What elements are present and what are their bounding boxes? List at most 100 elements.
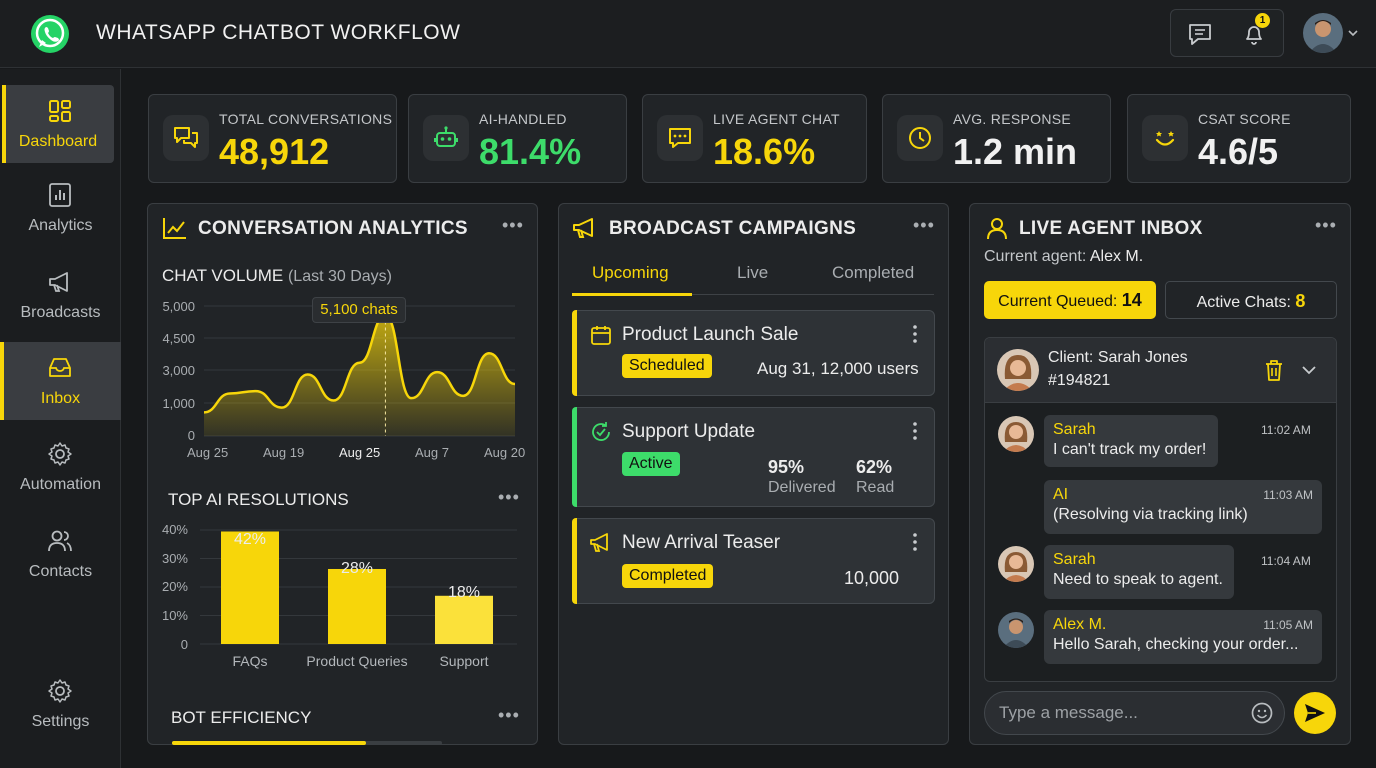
conversation-analytics-panel xyxy=(147,203,538,745)
y-tick: 4,500 xyxy=(162,331,195,346)
user-icon xyxy=(987,218,1007,240)
chat-header: Client: Sarah Jones #194821 xyxy=(985,338,1336,403)
stat-icon-wrap xyxy=(657,115,703,161)
chat-bubbles-icon xyxy=(174,127,198,148)
megaphone-icon xyxy=(49,272,68,292)
sidebar-item-label: Inbox xyxy=(40,390,81,407)
sidebar-item-settings[interactable]: Settings xyxy=(0,665,121,743)
user-avatar[interactable] xyxy=(1303,13,1343,53)
x-tick: Aug 7 xyxy=(415,445,449,460)
more-vertical-icon[interactable] xyxy=(912,420,918,442)
sidebar-item-label: Automation xyxy=(20,476,101,493)
line-chart-icon xyxy=(163,218,186,239)
stat-value: 81.4% xyxy=(479,131,582,172)
inbox-more-icon[interactable]: ••• xyxy=(1315,215,1337,235)
chevron-down-icon[interactable] xyxy=(1347,28,1359,38)
app-title: WHATSAPP CHATBOT WORKFLOW xyxy=(96,21,461,44)
sidebar: Dashboard Analytics Broadcasts Inbox Aut… xyxy=(0,69,121,768)
stat-csat-score: CSAT SCORE 4.6/5 xyxy=(1127,94,1351,183)
current-agent-prefix: Current agent: xyxy=(984,248,1087,265)
current-queued-button[interactable]: Current Queued: 14 xyxy=(984,281,1156,319)
active-label: Active Chats: xyxy=(1196,294,1291,311)
inbox-title: LIVE AGENT INBOX xyxy=(1019,218,1203,239)
message-bubble: Alex M. Hello Sarah, checking your order… xyxy=(1044,610,1322,664)
tab-upcoming[interactable]: Upcoming xyxy=(592,263,669,282)
gear-icon xyxy=(48,442,72,466)
status-badge: Completed xyxy=(622,564,714,588)
chat-volume-line xyxy=(203,314,516,414)
sidebar-item-label: Broadcasts xyxy=(20,304,101,321)
top-ai-resolutions-chart xyxy=(200,529,517,645)
campaign-title: New Arrival Teaser xyxy=(622,532,781,553)
chat-volume-label: CHAT VOLUME xyxy=(162,266,284,285)
status-badge: Active xyxy=(622,452,680,476)
message-bubble: Sarah I can't track my order! xyxy=(1044,415,1218,467)
y-tick: 10% xyxy=(161,608,188,623)
bot-efficiency-title: BOT EFFICIENCY xyxy=(171,708,312,727)
chat-volume-chart xyxy=(203,305,516,437)
stat-value: 4.6/5 xyxy=(1198,131,1279,172)
calendar-icon xyxy=(591,326,611,345)
client-avatar xyxy=(997,349,1039,391)
stat-avg-response: AVG. RESPONSE 1.2 min xyxy=(882,94,1111,183)
y-tick: 0 xyxy=(187,428,195,443)
campaign-card[interactable]: Support Update Active 95% Delivered 62% … xyxy=(572,407,935,507)
stat-icon-wrap xyxy=(897,115,943,161)
active-count: 8 xyxy=(1295,291,1306,311)
sidebar-item-contacts[interactable]: Contacts xyxy=(0,515,121,593)
stat-icon-wrap xyxy=(163,115,209,161)
active-chats-button[interactable]: Active Chats: 8 xyxy=(1165,281,1337,319)
top-ai-resolutions-title: TOP AI RESOLUTIONS xyxy=(168,490,349,509)
megaphone-icon xyxy=(573,218,593,238)
chart-tooltip: 5,100 chats xyxy=(312,297,406,323)
trash-icon[interactable] xyxy=(1263,358,1285,382)
message-text: Need to speak to agent. xyxy=(1053,571,1223,588)
stat-live-agent-chat: LIVE AGENT CHAT 18.6% xyxy=(642,94,867,183)
analytics-title: CONVERSATION ANALYTICS xyxy=(198,218,468,239)
sidebar-item-automation[interactable]: Automation xyxy=(0,428,121,506)
more-vertical-icon[interactable] xyxy=(912,531,918,553)
sarah-avatar xyxy=(998,546,1034,582)
stat-label: CSAT SCORE xyxy=(1198,111,1291,127)
bar-value-label: 28% xyxy=(340,560,374,577)
bot-efficiency-track xyxy=(172,741,442,745)
emoji-icon[interactable] xyxy=(1250,701,1274,725)
bar-support xyxy=(435,595,493,644)
tab-completed[interactable]: Completed xyxy=(832,263,915,282)
resolutions-more-icon[interactable]: ••• xyxy=(498,487,520,507)
broadcasts-more-icon[interactable]: ••• xyxy=(913,215,935,235)
campaign-card[interactable]: Product Launch Sale Scheduled Aug 31, 12… xyxy=(572,310,935,396)
more-vertical-icon[interactable] xyxy=(912,323,918,345)
message-icon xyxy=(669,128,691,148)
send-button[interactable] xyxy=(1294,692,1336,734)
user-avatar-image xyxy=(1303,13,1343,53)
sidebar-item-dashboard[interactable]: Dashboard xyxy=(2,85,114,163)
chat-volume-title: CHAT VOLUME (Last 30 Days) xyxy=(162,266,392,286)
status-badge: Scheduled xyxy=(622,354,712,378)
chat-icon[interactable] xyxy=(1187,21,1213,47)
analytics-more-icon[interactable]: ••• xyxy=(502,215,524,235)
stat-value: 48,912 xyxy=(219,131,330,172)
y-tick: 3,000 xyxy=(162,363,195,378)
tab-live[interactable]: Live xyxy=(737,263,769,282)
queued-label: Current Queued: xyxy=(998,293,1118,310)
sidebar-item-inbox[interactable]: Inbox xyxy=(0,342,121,420)
bell-icon[interactable] xyxy=(1241,21,1267,47)
read-label: Read xyxy=(856,479,895,496)
sidebar-item-label: Settings xyxy=(31,713,90,730)
message-time: 11:04 AM xyxy=(1261,554,1311,568)
x-tick: Aug 19 xyxy=(263,445,305,460)
efficiency-more-icon[interactable]: ••• xyxy=(498,705,520,725)
message-sender: Sarah xyxy=(1053,551,1096,568)
sidebar-item-analytics[interactable]: Analytics xyxy=(0,169,121,247)
sarah-avatar-image xyxy=(998,546,1034,582)
chevron-down-icon[interactable] xyxy=(1301,364,1317,376)
x-tick: Aug 25 xyxy=(339,445,381,460)
chat-volume-area xyxy=(204,315,515,436)
campaign-status-bar xyxy=(572,518,577,604)
campaign-card[interactable]: New Arrival Teaser Completed 10,000 xyxy=(572,518,935,604)
message-bubble: AI (Resolving via tracking link) 11:03 A… xyxy=(1044,480,1322,534)
message-text: I can't track my order! xyxy=(1053,441,1207,458)
sidebar-item-broadcasts[interactable]: Broadcasts xyxy=(0,256,121,334)
message-input[interactable] xyxy=(984,691,1285,735)
